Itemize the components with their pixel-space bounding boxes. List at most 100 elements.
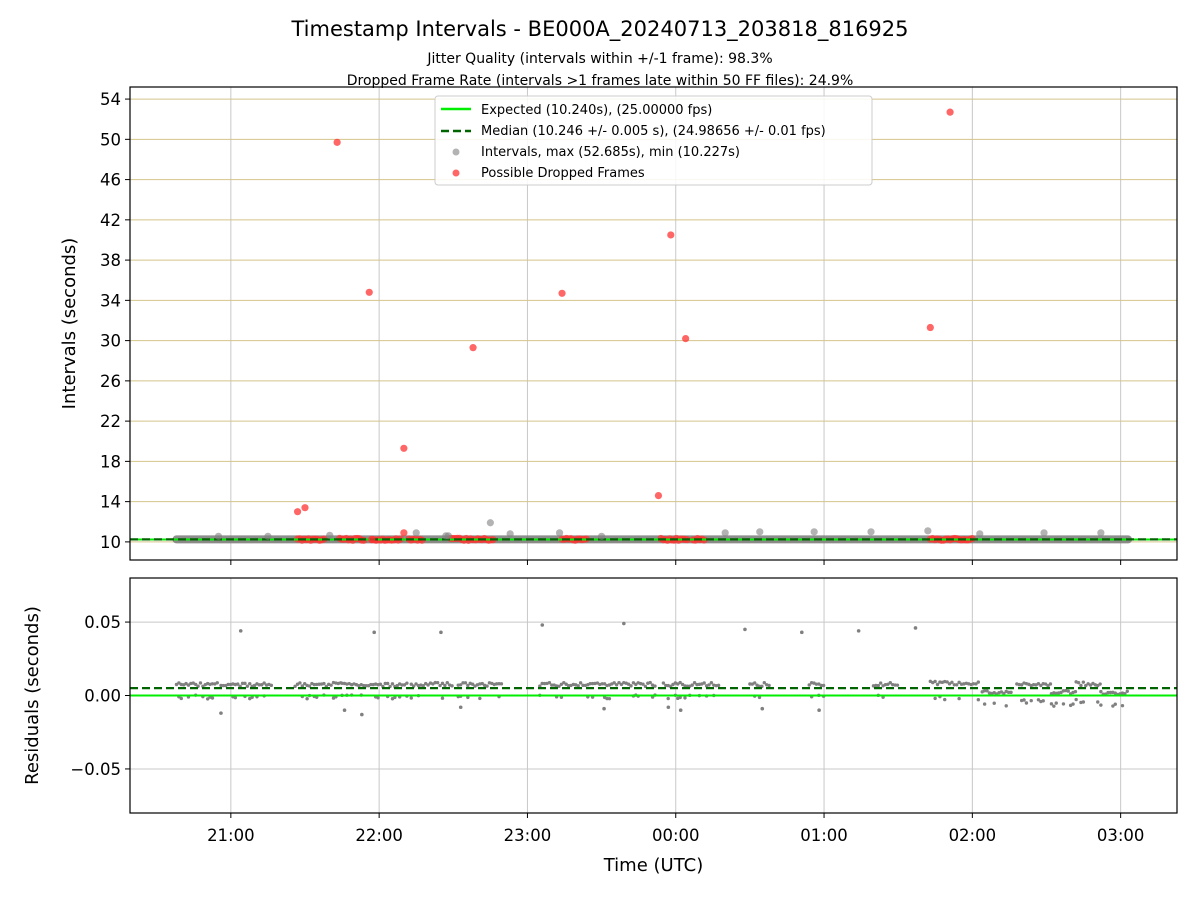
residual-point	[1022, 698, 1026, 702]
dropped-frame-point	[682, 334, 690, 343]
residual-point	[707, 683, 711, 687]
residual-point	[463, 681, 468, 685]
interval-point	[555, 529, 564, 537]
residual-point	[1036, 698, 1041, 702]
residual-outlier-point	[372, 630, 377, 635]
residual-point	[1019, 683, 1024, 687]
interval-point	[1040, 529, 1048, 537]
residual-point	[393, 695, 397, 700]
residual-point	[690, 683, 694, 687]
residual-point	[999, 690, 1004, 694]
residuals-x-tick-label: 02:00	[949, 826, 997, 845]
residual-point	[252, 683, 257, 688]
residual-point	[807, 683, 811, 687]
residual-point	[1099, 703, 1103, 707]
residual-point	[378, 682, 383, 686]
interval-point	[486, 519, 494, 527]
residual-point	[752, 681, 757, 685]
intervals-data	[130, 108, 1177, 544]
interval-point	[506, 530, 514, 538]
residual-point	[1099, 689, 1103, 694]
residual-outlier-point	[622, 621, 626, 626]
residual-point	[193, 682, 198, 687]
residual-point	[262, 681, 266, 685]
residual-point	[950, 680, 954, 685]
residual-outlier-point	[817, 708, 821, 712]
residual-point	[886, 682, 890, 686]
residuals-x-axis-label: Time (UTC)	[603, 855, 704, 876]
residual-point	[957, 680, 961, 685]
dropped-frame-point	[365, 288, 373, 296]
residual-point	[976, 680, 981, 684]
dropped-frame-point	[946, 108, 954, 116]
residual-point	[562, 680, 566, 685]
residual-point	[1054, 701, 1058, 705]
residual-point	[641, 682, 645, 686]
residual-point	[933, 679, 937, 684]
residual-point	[629, 684, 633, 688]
intervals-y-tick-label: 46	[100, 171, 121, 190]
residuals-plot: 0.05 0.00 −0.05 21:00 22:00 23:00 00:00 01:00 0…	[22, 577, 1178, 876]
residual-point	[1004, 704, 1008, 708]
residual-point	[186, 683, 191, 687]
residual-outlier-point	[678, 708, 683, 712]
residual-point	[955, 683, 959, 687]
residual-point	[395, 683, 399, 688]
intervals-y-tick-label: 22	[100, 412, 121, 431]
residual-point	[450, 684, 454, 688]
residual-point	[559, 682, 564, 686]
interval-point	[1097, 529, 1105, 537]
residual-point	[878, 681, 883, 685]
residual-point	[329, 683, 333, 687]
dropped-frame-point	[667, 231, 675, 239]
residual-point	[1113, 702, 1117, 706]
residual-point	[390, 682, 395, 686]
residual-point	[298, 681, 302, 685]
residual-point	[1046, 683, 1050, 688]
residual-point	[653, 684, 657, 688]
residual-point	[440, 681, 445, 686]
legend-dropped-label: Possible Dropped Frames	[481, 166, 645, 181]
residual-point	[762, 681, 766, 685]
residual-point	[547, 681, 552, 685]
residual-point	[243, 681, 247, 686]
residual-point	[221, 683, 226, 688]
intervals-y-tick-label: 38	[100, 251, 121, 270]
residual-point	[819, 683, 823, 688]
residual-point	[600, 682, 604, 686]
residual-point	[1041, 699, 1045, 703]
residual-outlier-point	[219, 711, 223, 715]
residual-point	[957, 696, 961, 701]
residual-point	[702, 681, 706, 685]
residual-point	[821, 683, 826, 688]
residual-point	[466, 683, 470, 688]
interval-point	[264, 532, 272, 540]
residual-point	[1106, 690, 1110, 695]
residual-point	[538, 684, 542, 688]
residual-point	[1048, 682, 1053, 686]
residual-point	[300, 684, 305, 688]
residual-point	[992, 701, 996, 705]
residual-point	[1031, 682, 1036, 687]
residual-point	[426, 683, 430, 687]
residual-point	[443, 683, 447, 688]
residual-point	[215, 681, 219, 685]
legend-frame	[434, 95, 873, 186]
residual-point	[945, 680, 949, 684]
residual-point	[414, 682, 418, 686]
residual-point	[233, 695, 238, 700]
residual-point	[767, 683, 771, 688]
residual-point	[1049, 702, 1054, 706]
residual-point	[376, 696, 380, 700]
residuals-x-tick-label: 21:00	[207, 826, 255, 845]
residual-point	[1002, 691, 1006, 696]
residual-point	[716, 683, 721, 688]
residual-point	[438, 683, 442, 688]
residual-point	[605, 696, 609, 701]
chart-subtitle-dropped: Dropped Frame Rate (intervals >1 frames …	[347, 73, 854, 89]
residual-point	[433, 680, 437, 685]
residual-point	[661, 681, 666, 685]
residual-outlier-point	[360, 712, 364, 717]
residual-point	[307, 684, 312, 688]
residual-point	[458, 683, 463, 687]
